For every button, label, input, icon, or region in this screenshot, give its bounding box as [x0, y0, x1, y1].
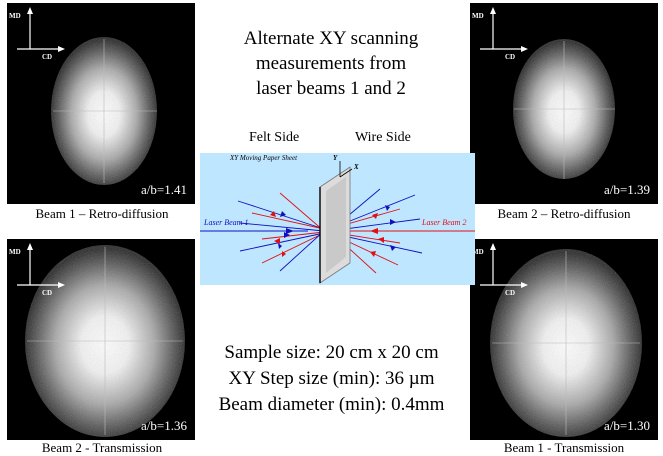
beam-spot	[17, 243, 185, 437]
caption-bl: Beam 2 - Transmission	[41, 440, 163, 455]
caption-tr: Beam 2 – Retro-diffusion	[497, 206, 631, 221]
beam-image-tl: MD CD a/b=1.41	[7, 3, 195, 204]
axis-y-label: Y	[333, 154, 338, 162]
spec-line: Beam diameter (min): 0.4mm	[218, 394, 445, 415]
beam-image-bl: MD CD a/b=1.36	[7, 239, 195, 440]
md-label: MD	[9, 12, 21, 20]
spec-line: Sample size: 20 cm x 20 cm	[224, 342, 439, 363]
laser-beam-1-label: Laser Beam 1	[204, 218, 249, 227]
laser-beam-2-label: Laser Beam 2	[422, 218, 467, 227]
setup-schematic	[200, 161, 475, 284]
spec-line: XY Step size (min): 36 µm	[228, 368, 435, 389]
title-line: Alternate XY scanning	[243, 28, 419, 49]
title-line: laser beams 1 and 2	[256, 78, 406, 99]
title: Alternate XY scanning measurements from …	[216, 26, 446, 101]
ratio-label: a/b=1.39	[604, 182, 650, 197]
scanning-diagram: XY Moving Paper Sheet Y X Laser Beam 1 L…	[200, 153, 475, 285]
beam-spot	[17, 7, 157, 185]
cd-label: CD	[42, 53, 53, 61]
md-label: MD	[472, 12, 484, 20]
cd-label: CD	[505, 289, 516, 297]
axis-x-label: X	[354, 163, 359, 171]
beam-spot	[480, 243, 642, 437]
wire-side-label: Wire Side	[355, 130, 411, 145]
caption-br: Beam 1 - Transmission	[503, 440, 625, 455]
ratio-label: a/b=1.41	[141, 182, 187, 197]
felt-side-label: Felt Side	[249, 130, 300, 145]
ratio-label: a/b=1.30	[604, 418, 650, 433]
title-line: measurements from	[255, 53, 407, 74]
md-label: MD	[472, 248, 484, 256]
cd-label: CD	[505, 53, 516, 61]
beam-spot	[480, 7, 615, 179]
md-label: MD	[9, 248, 21, 256]
sheet-label: XY Moving Paper Sheet	[230, 154, 298, 162]
beam-image-tr: MD CD a/b=1.39	[470, 3, 658, 204]
beam-image-br: MD CD a/b=1.30	[470, 239, 658, 440]
specs: Sample size: 20 cm x 20 cm XY Step size …	[200, 340, 463, 418]
ratio-label: a/b=1.36	[141, 418, 187, 433]
caption-tl: Beam 1 – Retro-diffusion	[35, 206, 169, 221]
cd-label: CD	[42, 289, 53, 297]
